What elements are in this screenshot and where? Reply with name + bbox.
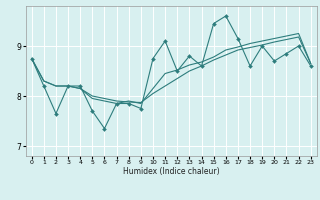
X-axis label: Humidex (Indice chaleur): Humidex (Indice chaleur) xyxy=(123,167,220,176)
